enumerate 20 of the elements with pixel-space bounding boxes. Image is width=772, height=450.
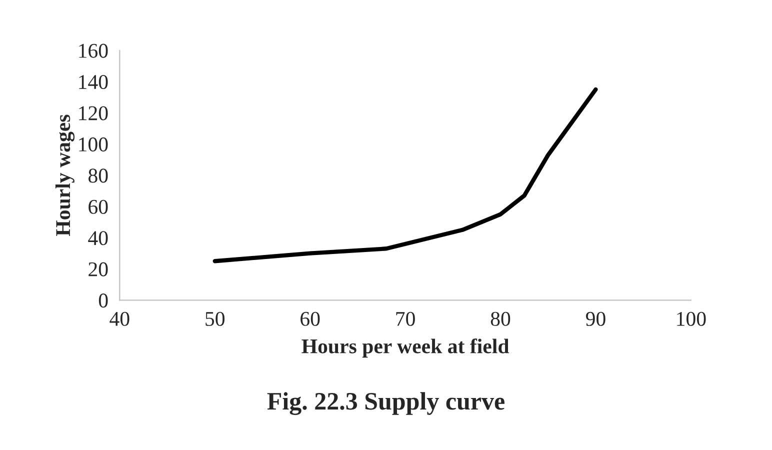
y-tick-label: 160 — [79, 44, 108, 58]
x-tick-label: 100 — [677, 312, 706, 326]
y-tick-label: 20 — [88, 262, 108, 276]
x-tick-label: 70 — [396, 312, 415, 326]
x-tick-label: 60 — [300, 312, 320, 326]
line-series — [212, 87, 598, 264]
x-axis-title: Hours per week at field — [302, 338, 510, 358]
y-tick-label: 80 — [88, 168, 108, 183]
text: Fig. 22.3 Supply curve — [267, 392, 504, 416]
y-tick-label: 100 — [79, 137, 108, 152]
x-tick-label: 50 — [206, 312, 224, 326]
x-tick-label: 40 — [110, 312, 130, 326]
y-tick-label: 0 — [98, 294, 108, 308]
y-tick-label: 140 — [79, 74, 108, 90]
y-tick-label: 40 — [88, 231, 108, 246]
x-tick-label: 90 — [586, 312, 606, 326]
y-axis-title: Hourly wages — [55, 114, 75, 236]
y-tick-label: 60 — [88, 200, 108, 214]
x-tick-label: 80 — [490, 312, 510, 326]
y-tick-label: 120 — [79, 106, 108, 120]
